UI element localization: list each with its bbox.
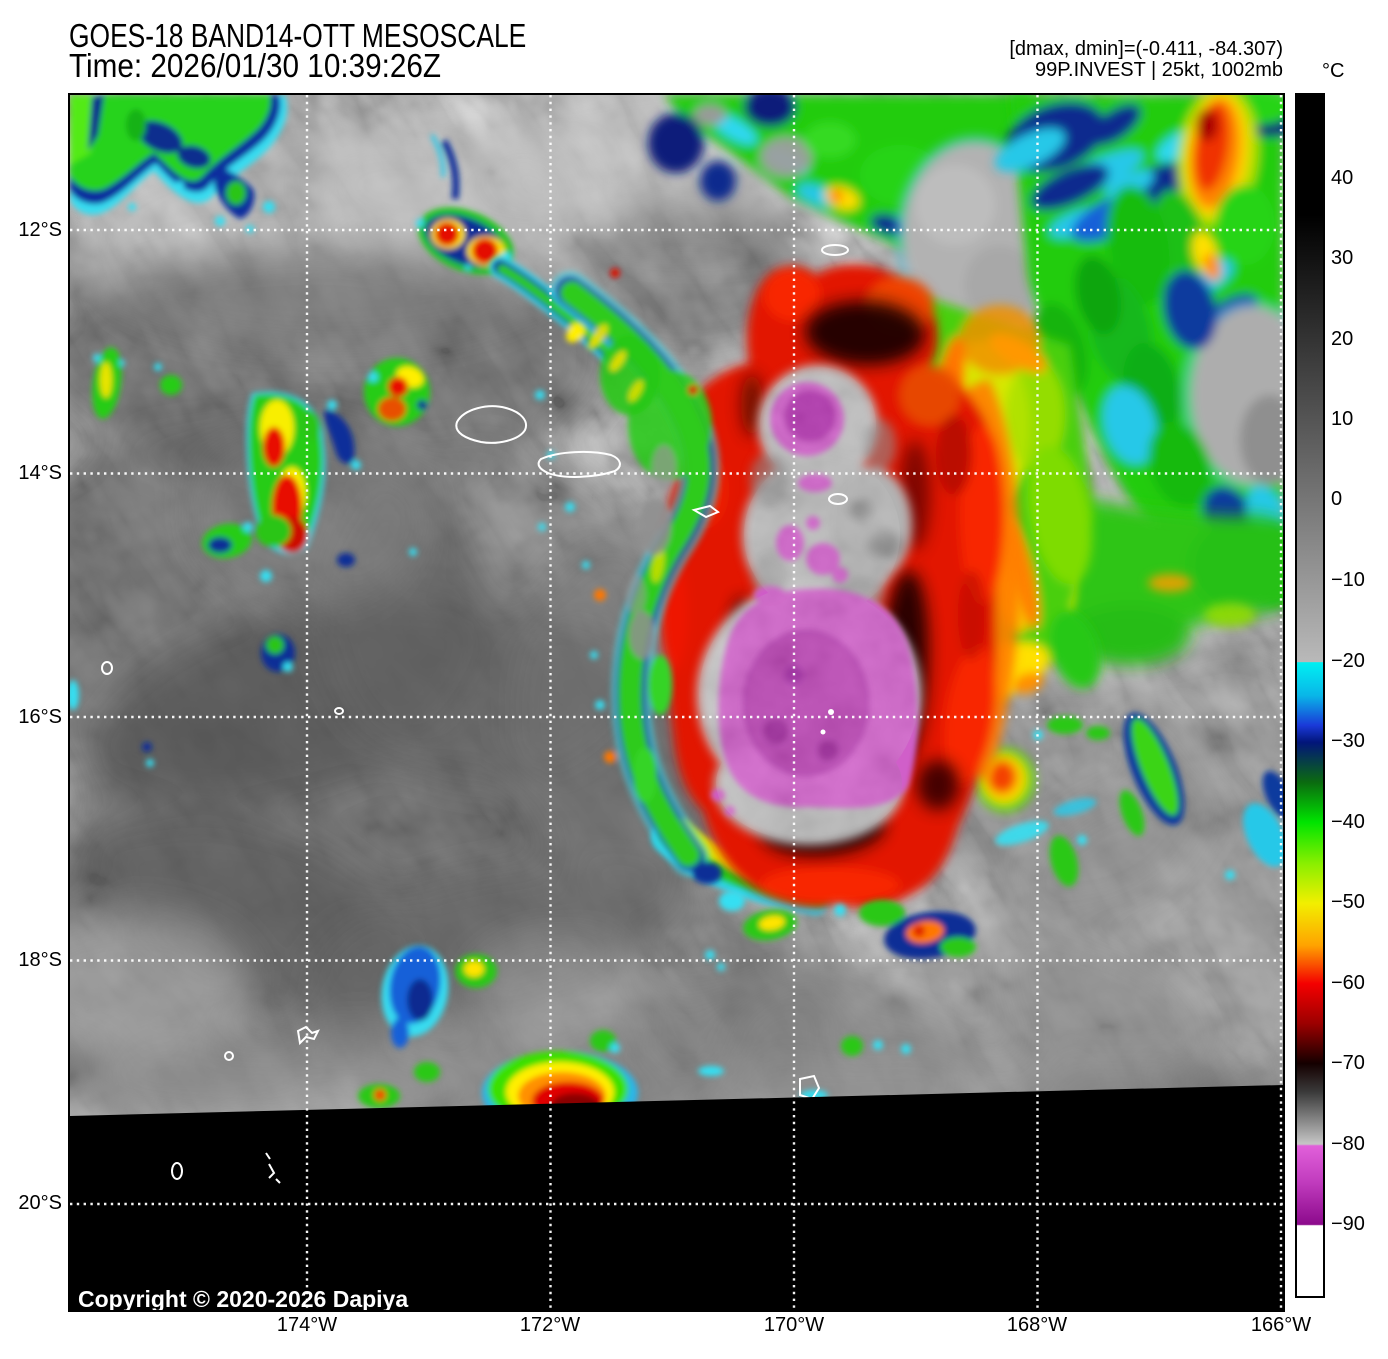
svg-text:Copyright © 2020-2026 Dapiya: Copyright © 2020-2026 Dapiya — [78, 1286, 408, 1310]
